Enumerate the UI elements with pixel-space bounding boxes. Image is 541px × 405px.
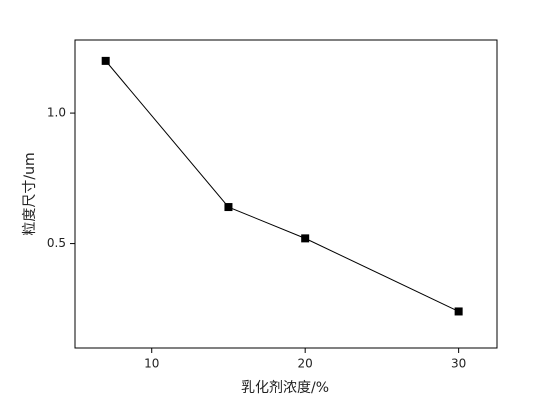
x-tick-label: 30 — [451, 357, 466, 371]
data-point — [301, 234, 310, 243]
y-tick-label: 0.5 — [47, 236, 66, 250]
x-axis-label: 乳化剂浓度/% — [241, 380, 329, 396]
data-point — [454, 307, 463, 316]
x-tick-label: 10 — [144, 357, 159, 371]
data-point — [101, 56, 110, 65]
plot-frame — [74, 39, 498, 349]
data-point — [224, 203, 233, 212]
y-axis-label: 粒度尺寸/um — [22, 152, 38, 235]
series-line — [105, 60, 459, 312]
x-tick-label: 20 — [298, 357, 313, 371]
y-tick-label: 1.0 — [47, 106, 66, 120]
